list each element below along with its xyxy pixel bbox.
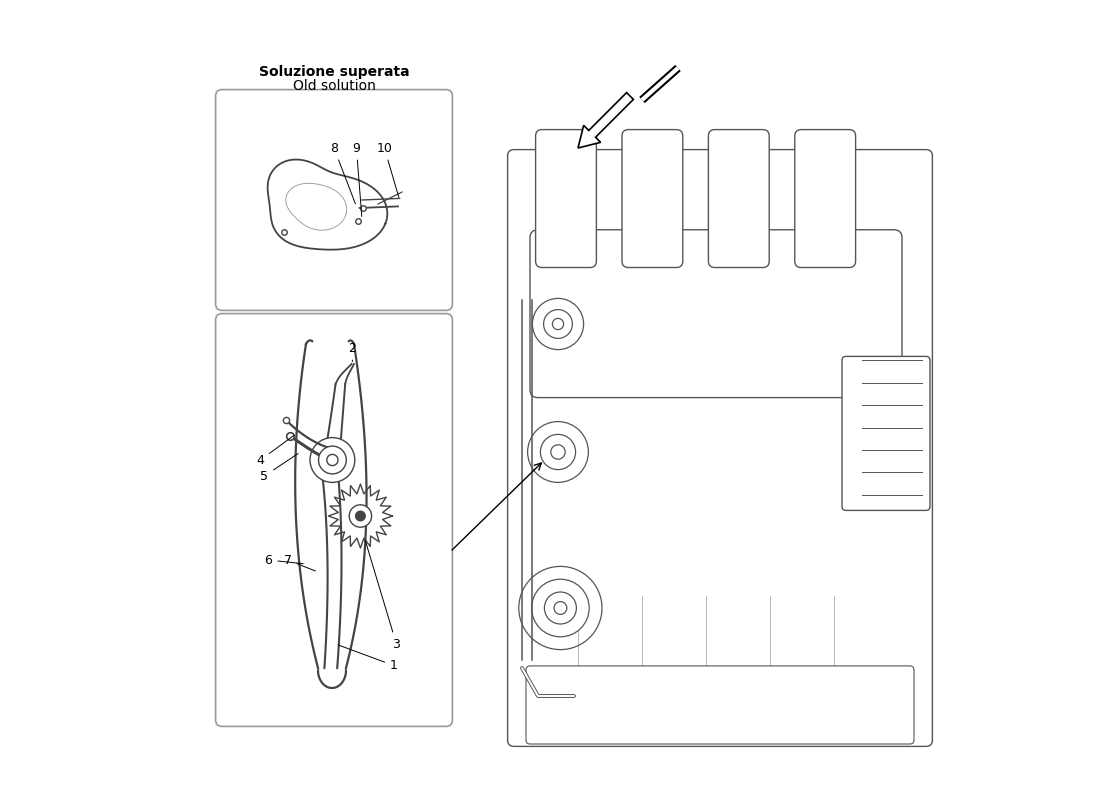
Text: 6: 6 [264,554,304,566]
Text: 5: 5 [261,454,298,482]
Text: Old solution: Old solution [293,78,375,93]
FancyBboxPatch shape [795,130,856,267]
Circle shape [319,446,346,474]
Circle shape [552,318,563,330]
Circle shape [554,602,566,614]
Text: 1: 1 [338,645,398,672]
Text: eurospares: eurospares [647,210,822,238]
FancyBboxPatch shape [530,230,902,398]
Circle shape [531,579,590,637]
Text: Soluzione superata: Soluzione superata [258,65,409,79]
FancyBboxPatch shape [842,357,930,510]
FancyBboxPatch shape [526,666,914,744]
Circle shape [532,298,584,350]
Circle shape [528,422,588,482]
Circle shape [310,438,355,482]
Text: eurospares: eurospares [239,210,414,238]
Circle shape [327,454,338,466]
Circle shape [519,566,602,650]
Circle shape [540,434,575,470]
FancyBboxPatch shape [507,150,933,746]
Circle shape [551,445,565,459]
FancyArrow shape [578,93,634,148]
Text: 7: 7 [284,554,316,571]
Text: 9: 9 [352,142,362,217]
Text: eurospares: eurospares [647,610,822,638]
Text: eurospares: eurospares [239,426,414,454]
Text: 3: 3 [365,540,400,650]
Circle shape [543,310,572,338]
Text: 8: 8 [330,142,355,204]
Text: 2: 2 [349,342,356,362]
FancyBboxPatch shape [216,314,452,726]
FancyBboxPatch shape [708,130,769,267]
FancyBboxPatch shape [216,90,452,310]
FancyBboxPatch shape [536,130,596,267]
Text: 4: 4 [256,435,294,466]
Text: eurospares: eurospares [239,610,414,638]
Text: 10: 10 [376,142,399,198]
Circle shape [355,511,365,521]
Circle shape [544,592,576,624]
Circle shape [349,505,372,527]
Text: eurospares: eurospares [647,426,822,454]
FancyBboxPatch shape [621,130,683,267]
